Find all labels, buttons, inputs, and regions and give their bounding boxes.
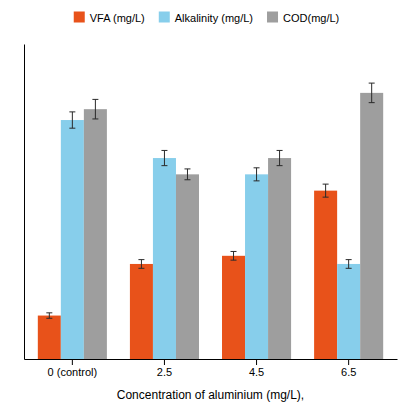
- x-tick: 4.5: [249, 359, 264, 378]
- bar: [38, 316, 61, 359]
- error-bar: [161, 150, 167, 165]
- legend-item: Alkalinity (mg/L): [159, 12, 253, 24]
- x-axis-line: [25, 359, 398, 360]
- x-tick: 2.5: [157, 359, 172, 378]
- error-bar: [92, 99, 98, 119]
- y-axis-line: [24, 45, 25, 360]
- chart-svg: 0 (control) 2.5 4.5 6.5 Concentration of alu…: [0, 0, 413, 413]
- x-axis-title: Concentration of aluminium (mg/L),: [117, 388, 304, 402]
- bar: [153, 158, 176, 359]
- legend-swatch: [159, 12, 170, 23]
- bar-series: [84, 83, 383, 359]
- x-tick-mark: [256, 359, 257, 365]
- error-bar: [138, 260, 144, 269]
- x-tick: 6.5: [341, 359, 356, 378]
- x-tick-mark: [72, 359, 73, 365]
- bar: [61, 120, 84, 359]
- legend-swatch: [267, 12, 278, 23]
- legend-label: VFA (mg/L): [90, 12, 145, 24]
- bar: [268, 158, 291, 359]
- legend-swatch: [74, 12, 85, 23]
- bar: [84, 109, 107, 359]
- legend-item: VFA (mg/L): [74, 12, 145, 24]
- x-tick-label: 4.5: [249, 366, 264, 378]
- x-tick-mark: [348, 359, 349, 365]
- plot-area: [38, 83, 383, 359]
- legend-label: COD(mg/L): [283, 12, 339, 24]
- x-tick-label: 2.5: [157, 366, 172, 378]
- legend-label: Alkalinity (mg/L): [175, 12, 253, 24]
- chart-container: 0 (control) 2.5 4.5 6.5 Concentration of alu…: [0, 0, 413, 413]
- error-bar: [46, 313, 52, 318]
- error-bar: [369, 83, 375, 103]
- x-tick-label: 0 (control): [48, 366, 98, 378]
- bar: [314, 191, 337, 359]
- error-bar: [346, 260, 352, 269]
- y-axis: [24, 45, 25, 360]
- x-tick-label: 6.5: [341, 366, 356, 378]
- bar: [245, 174, 268, 359]
- error-bar: [184, 169, 190, 180]
- legend-item: COD(mg/L): [267, 12, 339, 24]
- error-bar: [277, 150, 283, 165]
- bar: [176, 174, 199, 359]
- x-tick: 0 (control): [48, 359, 98, 378]
- error-bar: [69, 112, 75, 128]
- bar: [222, 256, 245, 359]
- bar: [337, 264, 360, 359]
- error-bar: [254, 168, 260, 181]
- x-axis: 0 (control) 2.5 4.5 6.5: [25, 359, 398, 378]
- error-bar: [231, 251, 237, 260]
- legend: VFA (mg/L) Alkalinity (mg/L) COD(mg/L): [74, 12, 340, 24]
- x-tick-mark: [164, 359, 165, 365]
- bar: [130, 264, 153, 359]
- error-bar: [323, 184, 329, 197]
- bar: [360, 93, 383, 359]
